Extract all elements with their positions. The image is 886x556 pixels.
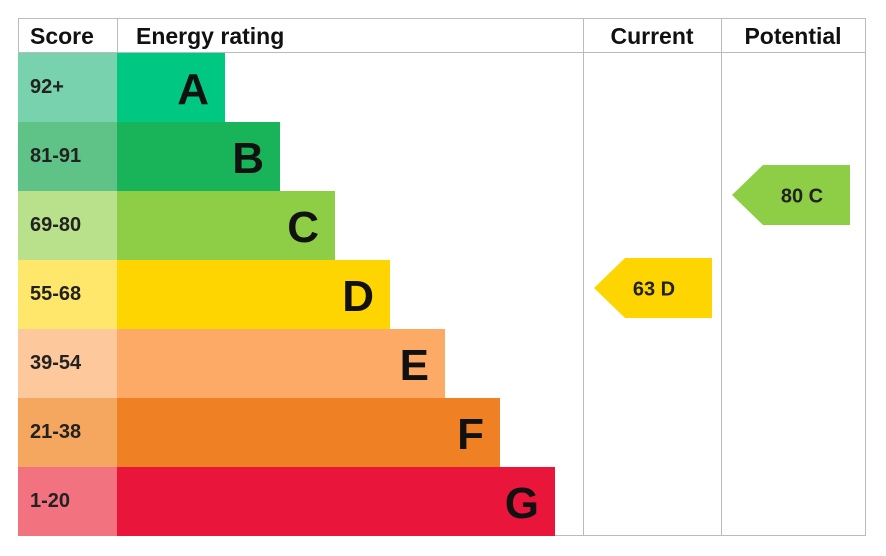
current-label: 63 D <box>633 278 675 300</box>
band-score: 69-80 <box>18 191 117 260</box>
band-score: 92+ <box>18 53 117 122</box>
border <box>583 18 584 536</box>
border <box>721 18 722 536</box>
band-score: 21-38 <box>18 398 117 467</box>
border <box>117 18 118 52</box>
potential-label: 80 C <box>781 185 823 207</box>
band-bar: D <box>117 260 390 329</box>
header-rating: Energy rating <box>136 23 285 49</box>
band-score: 1-20 <box>18 467 117 536</box>
arrow-shape <box>732 165 850 225</box>
band-score: 81-91 <box>18 122 117 191</box>
potential-arrow: 80 C <box>732 165 850 225</box>
band-score: 55-68 <box>18 260 117 329</box>
band-bar: B <box>117 122 280 191</box>
band-bar: E <box>117 329 445 398</box>
band-bar: F <box>117 398 500 467</box>
border <box>18 52 865 53</box>
header-potential: Potential <box>744 23 842 49</box>
border <box>865 18 866 536</box>
header-current: Current <box>610 23 694 49</box>
current-arrow: 63 D <box>594 258 712 318</box>
arrow-shape <box>594 258 712 318</box>
band-score: 39-54 <box>18 329 117 398</box>
band-bar: G <box>117 467 555 536</box>
border <box>18 18 865 19</box>
band-bar: A <box>117 53 225 122</box>
band-bar: C <box>117 191 335 260</box>
header-score: Score <box>30 23 94 49</box>
